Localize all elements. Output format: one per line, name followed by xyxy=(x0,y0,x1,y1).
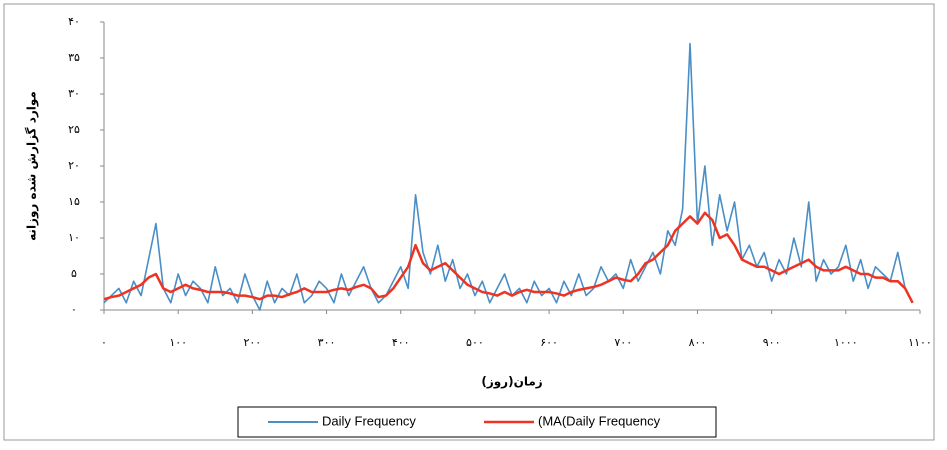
y-tick-label: ۴۰ xyxy=(68,15,80,28)
x-tick-label: ۶۰۰ xyxy=(540,336,558,349)
x-tick-label: ۷۰۰ xyxy=(614,336,632,349)
y-tick-label: ۲۰ xyxy=(68,159,80,172)
x-tick-label: ۴۰۰ xyxy=(392,336,410,349)
x-tick-label: ۰ xyxy=(101,336,107,349)
x-tick-label: ۸۰۰ xyxy=(689,336,707,349)
x-tick-label: ۲۰۰ xyxy=(243,336,261,349)
y-tick-label: ۳۰ xyxy=(68,87,80,100)
series-line xyxy=(103,42,914,311)
x-axis-label: زمان(روز) xyxy=(481,375,542,390)
x-tick-label: ۹۰۰ xyxy=(763,336,781,349)
x-tick-label: ۳۰۰ xyxy=(318,336,336,349)
y-axis-label: موارد گزارش شده روزانه xyxy=(25,91,40,241)
x-tick-label: ۱۱۰۰ xyxy=(908,336,932,349)
x-tick-label: ۱۰۰۰ xyxy=(834,336,858,349)
y-tick-label: ۱۵ xyxy=(68,195,80,208)
y-tick-label: ۲۵ xyxy=(68,123,80,136)
series-line xyxy=(103,211,914,304)
y-tick-label: ۱۰ xyxy=(68,231,80,244)
x-tick-label: ۱۰۰ xyxy=(169,336,187,349)
legend-label: Daily Frequency xyxy=(322,413,416,428)
y-tick-label: ۳۵ xyxy=(68,51,80,64)
y-tick-label: ۵ xyxy=(71,267,77,280)
chart-frame xyxy=(3,3,935,441)
legend-label: (MA(Daily Frequency xyxy=(538,413,661,428)
y-tick-label: ۰ xyxy=(71,303,77,316)
x-tick-label: ۵۰۰ xyxy=(466,336,484,349)
